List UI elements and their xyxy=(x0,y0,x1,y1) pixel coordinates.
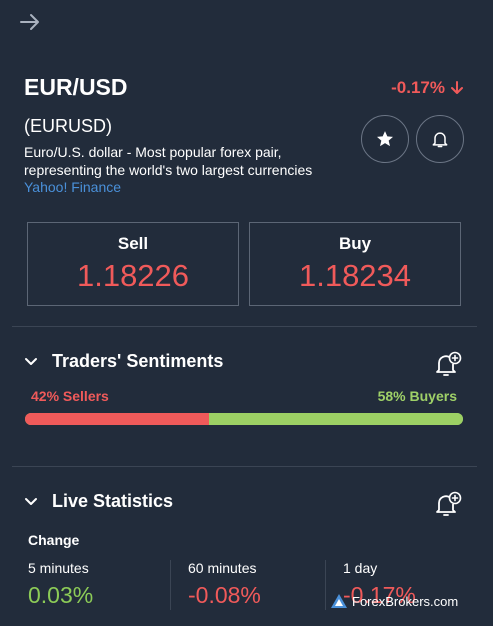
arrow-down-icon xyxy=(451,81,463,94)
live-statistics-title: Live Statistics xyxy=(52,491,174,511)
watermark-text: ForexBrokers.com xyxy=(352,593,459,609)
instrument-symbol: EUR/USD xyxy=(24,74,128,100)
bell-plus-icon xyxy=(436,351,462,376)
alert-button[interactable] xyxy=(416,115,464,163)
stat-separator xyxy=(325,560,326,610)
sentiments-title: Traders' Sentiments xyxy=(52,351,224,371)
divider xyxy=(12,326,477,327)
buy-label: Buy xyxy=(338,234,372,253)
stat-1-day: 1 day -0.17% xyxy=(343,560,416,609)
daily-change: -0.17% xyxy=(391,78,463,98)
sentiment-bar xyxy=(25,413,463,425)
sell-price: 1.18226 xyxy=(76,258,190,293)
star-icon xyxy=(377,131,393,147)
stat-5-minutes: 5 minutes 0.03% xyxy=(28,560,93,609)
buy-price: 1.18234 xyxy=(298,258,412,293)
statistics-add-alert-button[interactable] xyxy=(433,490,463,518)
chevron-down-icon xyxy=(25,357,37,365)
back-arrow-icon[interactable] xyxy=(18,10,42,34)
chevron-down-icon xyxy=(25,497,37,505)
divider xyxy=(12,466,477,467)
stat-label: 1 day xyxy=(343,560,378,576)
sentiments-add-alert-button[interactable] xyxy=(433,350,463,378)
bell-icon xyxy=(432,132,448,148)
instrument-description: Euro/U.S. dollar - Most popular forex pa… xyxy=(24,144,313,178)
instrument-code: (EURUSD) xyxy=(24,116,112,136)
buyers-percentage: 58% Buyers xyxy=(377,388,457,404)
stat-separator xyxy=(170,560,171,610)
favorite-button[interactable] xyxy=(361,115,409,163)
stat-value: 0.03% xyxy=(28,582,94,608)
source-link[interactable]: Yahoo! Finance xyxy=(24,179,122,195)
sentiments-toggle[interactable]: Traders' Sentiments xyxy=(24,351,223,372)
change-heading: Change xyxy=(28,532,80,548)
sentiment-bar-sellers xyxy=(25,413,209,425)
bell-plus-icon xyxy=(436,491,462,516)
logo-icon xyxy=(331,594,347,608)
sell-button[interactable]: Sell 1.18226 xyxy=(27,222,239,306)
stat-value: -0.17% xyxy=(343,582,416,608)
sellers-percentage: 42% Sellers xyxy=(31,388,109,404)
sell-label: Sell xyxy=(117,234,149,253)
sentiment-bar-buyers xyxy=(208,413,463,425)
daily-change-value: -0.17% xyxy=(391,78,445,97)
watermark: ForexBrokers.com xyxy=(330,593,458,609)
stat-value: -0.08% xyxy=(188,582,261,608)
live-statistics-toggle[interactable]: Live Statistics xyxy=(24,491,173,512)
stat-label: 5 minutes xyxy=(28,560,89,576)
buy-button[interactable]: Buy 1.18234 xyxy=(249,222,461,306)
stat-60-minutes: 60 minutes -0.08% xyxy=(188,560,261,609)
stat-label: 60 minutes xyxy=(188,560,257,576)
